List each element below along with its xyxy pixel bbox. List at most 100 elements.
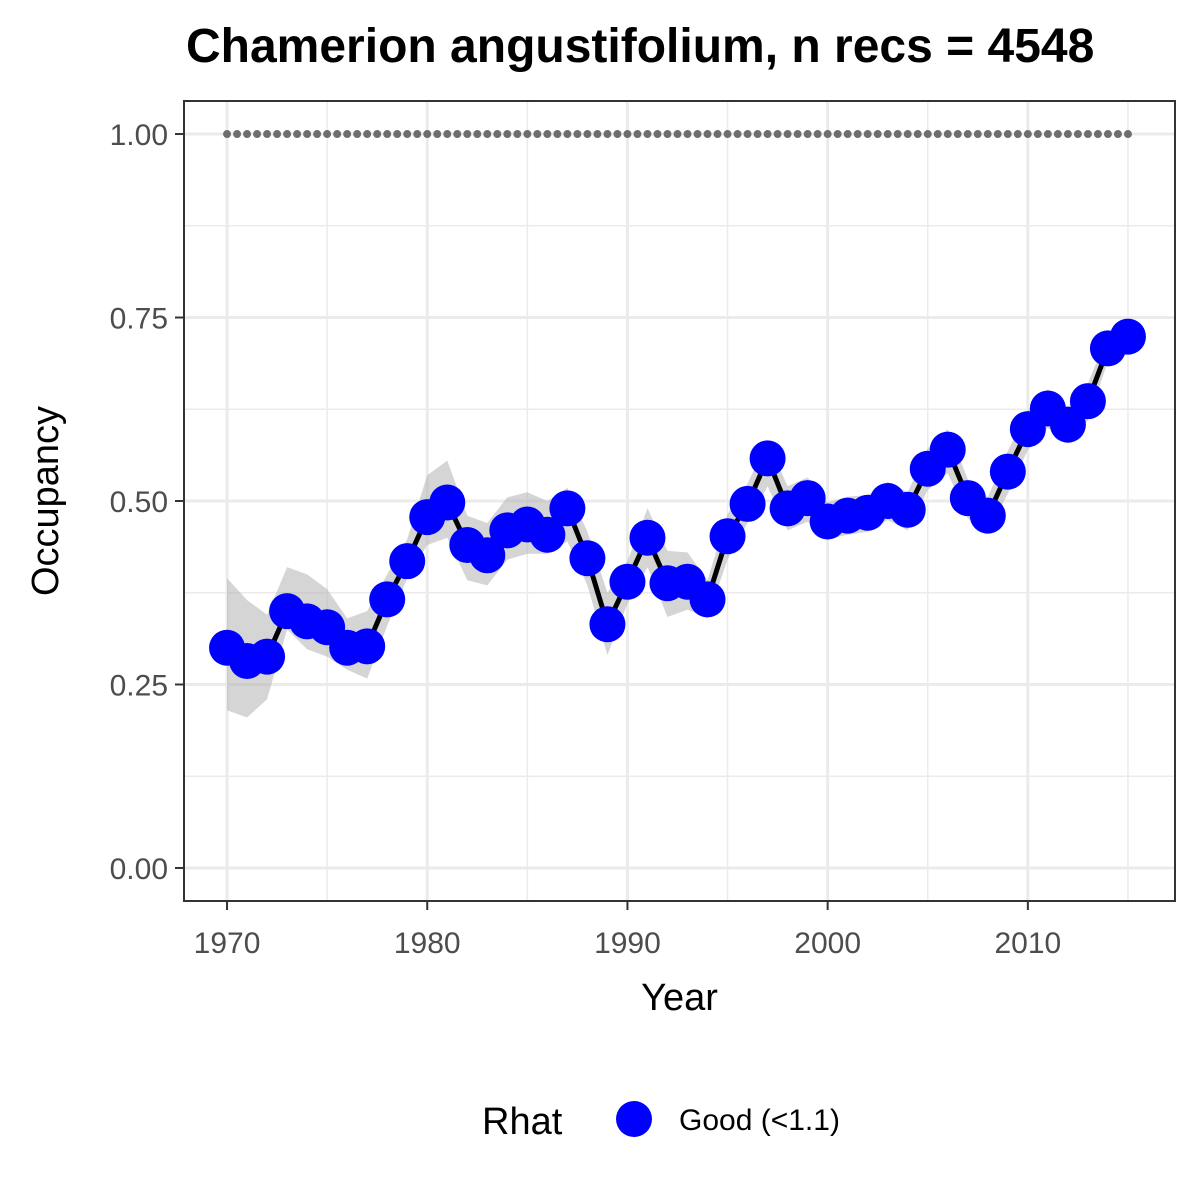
data-point xyxy=(249,638,286,675)
reference-dot xyxy=(893,130,902,139)
reference-dot xyxy=(783,130,792,139)
reference-dot xyxy=(483,130,492,139)
data-point xyxy=(889,491,926,528)
reference-dot xyxy=(1123,130,1132,139)
reference-dot xyxy=(473,130,482,139)
reference-dot xyxy=(983,130,992,139)
reference-dot xyxy=(1033,130,1042,139)
reference-dot xyxy=(743,130,752,139)
reference-dot xyxy=(603,130,612,139)
reference-dot xyxy=(713,130,722,139)
y-tick-label: 0.75 xyxy=(110,303,168,336)
reference-dot xyxy=(873,130,882,139)
data-point xyxy=(549,490,586,527)
reference-dot xyxy=(553,130,562,139)
reference-dot xyxy=(363,130,372,139)
reference-dot xyxy=(853,130,862,139)
reference-dot xyxy=(963,130,972,139)
data-point xyxy=(469,537,506,574)
reference-dot xyxy=(403,130,412,139)
y-axis-title: Occupancy xyxy=(25,406,67,596)
data-point xyxy=(709,518,746,555)
reference-dot xyxy=(1083,130,1092,139)
y-tick-label: 0.00 xyxy=(110,853,168,886)
y-tick-label: 0.50 xyxy=(110,486,168,519)
reference-dot xyxy=(883,130,892,139)
reference-dot xyxy=(343,130,352,139)
reference-dot xyxy=(313,130,322,139)
x-tick-label: 1990 xyxy=(594,927,661,960)
y-tick-label: 1.00 xyxy=(110,119,168,152)
data-point xyxy=(1049,406,1086,443)
data-point xyxy=(369,581,406,618)
reference-dot xyxy=(423,130,432,139)
reference-dot xyxy=(433,130,442,139)
legend-label-good: Good (<1.1) xyxy=(679,1104,840,1137)
data-point xyxy=(689,581,726,618)
legend-key-good xyxy=(616,1101,652,1137)
reference-dot xyxy=(1013,130,1022,139)
reference-dot xyxy=(293,130,302,139)
reference-dot xyxy=(613,130,622,139)
reference-dot xyxy=(623,130,632,139)
data-point xyxy=(589,606,626,643)
reference-dot xyxy=(223,130,232,139)
reference-dot xyxy=(283,130,292,139)
reference-dot xyxy=(533,130,542,139)
reference-dot xyxy=(1023,130,1032,139)
reference-dot xyxy=(373,130,382,139)
reference-dot xyxy=(913,130,922,139)
reference-dot xyxy=(303,130,312,139)
reference-dot xyxy=(243,130,252,139)
data-point xyxy=(749,440,786,477)
reference-dot xyxy=(973,130,982,139)
reference-dot xyxy=(903,130,912,139)
data-point xyxy=(629,519,666,556)
data-point xyxy=(529,516,566,553)
reference-dot xyxy=(1103,130,1112,139)
reference-dot xyxy=(753,130,762,139)
data-point xyxy=(729,485,766,522)
reference-dot xyxy=(733,130,742,139)
reference-dot xyxy=(823,130,832,139)
reference-dot xyxy=(703,130,712,139)
x-axis: 1970 1980 1990 2000 2010 xyxy=(194,901,1061,960)
reference-dot xyxy=(813,130,822,139)
reference-dot xyxy=(763,130,772,139)
data-point xyxy=(609,563,646,600)
reference-dot xyxy=(563,130,572,139)
reference-dot xyxy=(1053,130,1062,139)
reference-dot xyxy=(493,130,502,139)
data-point xyxy=(349,628,386,665)
reference-dot xyxy=(653,130,662,139)
data-point xyxy=(989,453,1026,490)
reference-dot xyxy=(643,130,652,139)
reference-dot xyxy=(333,130,342,139)
reference-dot xyxy=(523,130,532,139)
reference-dot xyxy=(463,130,472,139)
reference-dot xyxy=(1093,130,1102,139)
reference-dot xyxy=(863,130,872,139)
reference-dot xyxy=(833,130,842,139)
reference-dot xyxy=(923,130,932,139)
data-point xyxy=(429,484,466,521)
reference-dot xyxy=(273,130,282,139)
grid xyxy=(184,101,1175,901)
reference-dot xyxy=(253,130,262,139)
reference-dot xyxy=(353,130,362,139)
reference-dot xyxy=(513,130,522,139)
reference-dot xyxy=(843,130,852,139)
reference-dot xyxy=(383,130,392,139)
x-axis-title: Year xyxy=(641,977,718,1019)
reference-dot xyxy=(443,130,452,139)
x-tick-label: 1980 xyxy=(394,927,461,960)
reference-dot xyxy=(683,130,692,139)
reference-dot xyxy=(583,130,592,139)
reference-dot xyxy=(673,130,682,139)
reference-dot xyxy=(633,130,642,139)
reference-dot xyxy=(693,130,702,139)
reference-dot xyxy=(323,130,332,139)
y-axis: 0.00 0.25 0.50 0.75 1.00 xyxy=(110,119,184,886)
data-point xyxy=(929,431,966,468)
